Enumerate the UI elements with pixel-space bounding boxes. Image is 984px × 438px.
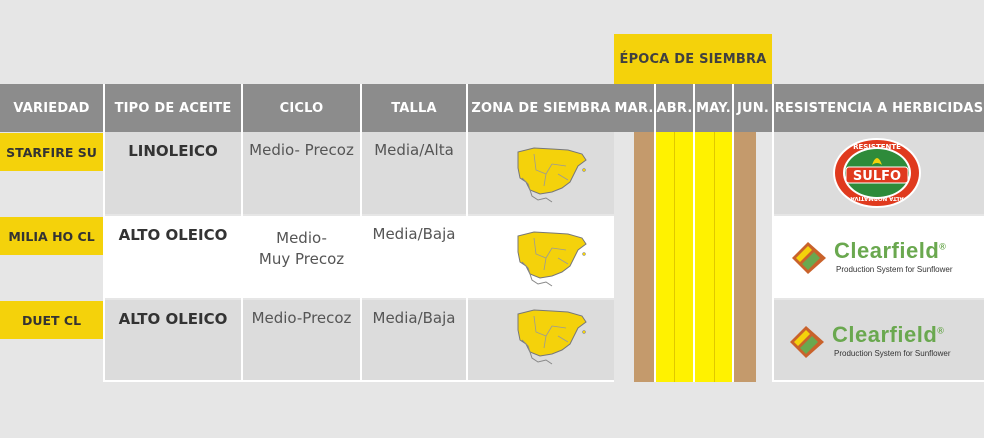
row1-talla: Media/Alta xyxy=(362,132,466,214)
clearfield-reg: ® xyxy=(937,325,945,336)
sulfo-bottom-text: ALTA NORMATIVA xyxy=(850,195,904,201)
clearfield-reg: ® xyxy=(939,241,947,252)
header-variedad: VARIEDAD xyxy=(0,84,103,132)
separator xyxy=(674,132,675,382)
sulfo-logo-icon: SULFO RESISTENTE ALTA NORMATIVA xyxy=(833,138,921,208)
separator xyxy=(360,84,362,382)
row2-ciclo-line2: Muy Precoz xyxy=(258,250,345,268)
separator xyxy=(466,84,468,382)
header-resistencia: RESISTENCIA A HERBICIDAS xyxy=(774,84,984,132)
clearfield-name: Clearfield xyxy=(832,322,938,347)
variedad-row3: DUET CL xyxy=(0,301,103,339)
variedad-row2: MILIA HO CL xyxy=(0,217,103,255)
row2-ciclo: Medio- Muy Precoz xyxy=(243,216,360,298)
spain-map-icon xyxy=(517,231,587,287)
header-month-jun: JUN. xyxy=(734,84,772,132)
clearfield-logo: Clearfield® Production System for Sunflo… xyxy=(788,320,968,364)
separator xyxy=(732,84,734,382)
clearfield-name: Clearfield xyxy=(834,238,940,263)
sulfo-main-text: SULFO xyxy=(853,169,901,184)
timeline-jun-early xyxy=(734,132,756,382)
row1-ciclo: Medio- Precoz xyxy=(243,132,360,214)
bottom-border xyxy=(772,380,984,382)
row2-talla: Media/Baja xyxy=(362,216,466,298)
row1-aceite: LINOLEICO xyxy=(105,132,241,214)
clearfield-emblem-icon xyxy=(792,242,826,274)
row3-ciclo: Medio-Precoz xyxy=(243,300,360,382)
header-tipo-aceite: TIPO DE ACEITE xyxy=(105,84,241,132)
timeline-mar-late xyxy=(634,132,654,382)
clearfield-emblem-icon xyxy=(790,326,824,358)
header-month-may: MAY. xyxy=(695,84,732,132)
row2-aceite: ALTO OLEICO xyxy=(105,216,241,298)
bottom-border xyxy=(103,380,614,382)
clearfield-tagline: Production System for Sunflower xyxy=(834,349,951,358)
header-zona-siembra: ZONA DE SIEMBRA xyxy=(468,84,614,132)
separator xyxy=(714,132,715,382)
epoca-siembra-header: ÉPOCA DE SIEMBRA xyxy=(614,34,772,84)
clearfield-logo: Clearfield® Production System for Sunflo… xyxy=(790,236,970,280)
timeline-mar-early xyxy=(614,132,634,382)
clearfield-tagline: Production System for Sunflower xyxy=(836,265,953,274)
row3-talla: Media/Baja xyxy=(362,300,466,382)
timeline-jun-late xyxy=(756,132,772,382)
separator xyxy=(654,84,656,382)
header-ciclo: CICLO xyxy=(243,84,360,132)
header-month-abr: ABR. xyxy=(656,84,693,132)
variedad-row1: STARFIRE SU xyxy=(0,133,103,171)
separator xyxy=(103,84,105,382)
separator xyxy=(241,84,243,382)
header-talla: TALLA xyxy=(362,84,466,132)
spain-map-icon xyxy=(517,309,587,365)
separator xyxy=(693,84,695,382)
spain-map-icon xyxy=(517,147,587,203)
row3-aceite: ALTO OLEICO xyxy=(105,300,241,382)
row2-ciclo-line1: Medio- xyxy=(276,229,327,247)
header-month-mar: MAR. xyxy=(614,84,654,132)
separator xyxy=(772,84,774,382)
sulfo-top-text: RESISTENTE xyxy=(853,143,901,151)
